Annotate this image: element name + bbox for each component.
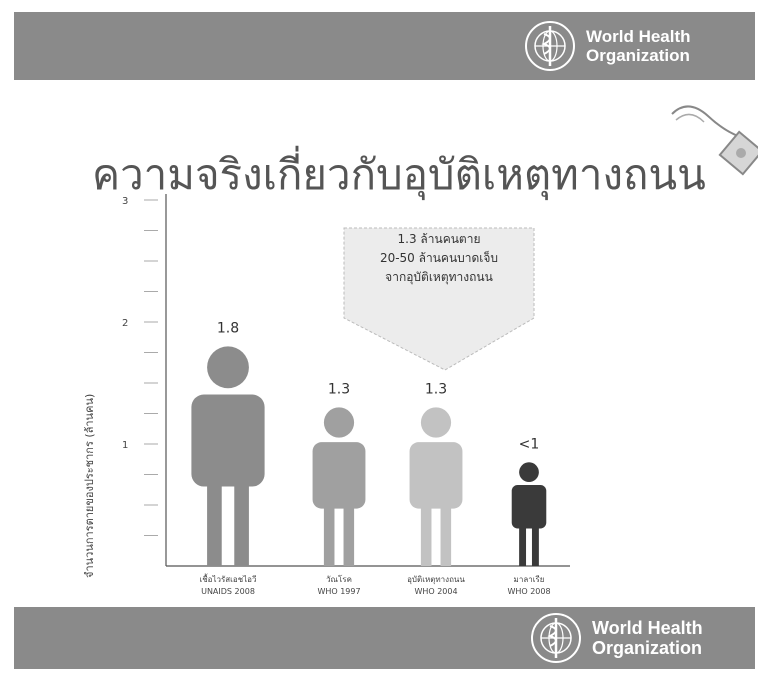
x-tick-label: อุบัติเหตุทางถนน <box>407 575 465 584</box>
who-emblem-icon <box>525 21 575 71</box>
y-tick-label: 2 <box>122 318 128 329</box>
org-name-line1: World Health <box>586 27 691 46</box>
org-name-line2: Organization <box>592 638 703 658</box>
who-logo-header: World Health Organization <box>522 18 691 74</box>
data-label: 1.3 <box>425 381 447 397</box>
callout-line2: 20-50 ล้านคนบาดเจ็บ <box>379 251 499 265</box>
tag-decoration-icon <box>671 105 758 176</box>
y-tick-label: 3 <box>122 196 128 207</box>
x-tick-source-label: WHO 2008 <box>507 587 550 596</box>
callout-box: 1.3 ล้านคนตาย 20-50 ล้านคนบาดเจ็บ จากอุบ… <box>344 230 534 316</box>
person-figure-bar <box>191 346 265 566</box>
person-figure-bar <box>409 407 463 566</box>
person-figure-bar <box>312 407 366 566</box>
callout-line1: 1.3 ล้านคนตาย <box>397 232 481 246</box>
callout-line3: จากอุบัติเหตุทางถนน <box>385 270 493 284</box>
page-title: ความจริงเกี่ยวกับอุบัติเหตุทางถนน <box>92 150 706 199</box>
footer-band <box>14 607 755 669</box>
callout-shape <box>343 227 535 371</box>
x-tick-label: วัณโรค <box>326 574 352 584</box>
x-tick-source-label: WHO 2004 <box>414 587 457 596</box>
org-name: World Health Organization <box>592 618 703 658</box>
data-label: 1.8 <box>217 320 239 336</box>
data-label: <1 <box>519 436 540 452</box>
person-figure-bar <box>511 462 547 566</box>
x-tick-label: มาลาเรีย <box>514 575 545 584</box>
data-label: 1.3 <box>328 381 350 397</box>
x-tick-source-label: UNAIDS 2008 <box>201 587 255 596</box>
org-name-line2: Organization <box>586 46 690 65</box>
who-logo-footer: World Health Organization <box>528 610 703 666</box>
x-tick-source-label: WHO 1997 <box>317 587 360 596</box>
who-emblem-icon <box>531 613 581 663</box>
org-name: World Health Organization <box>586 27 691 65</box>
x-tick-label: เชื้อไวรัสเอชไอวี <box>200 573 257 584</box>
header-band <box>14 12 755 80</box>
callout-arrow-shape <box>343 227 535 371</box>
y-tick-label: 1 <box>122 440 128 451</box>
org-name-line1: World Health <box>592 618 703 638</box>
